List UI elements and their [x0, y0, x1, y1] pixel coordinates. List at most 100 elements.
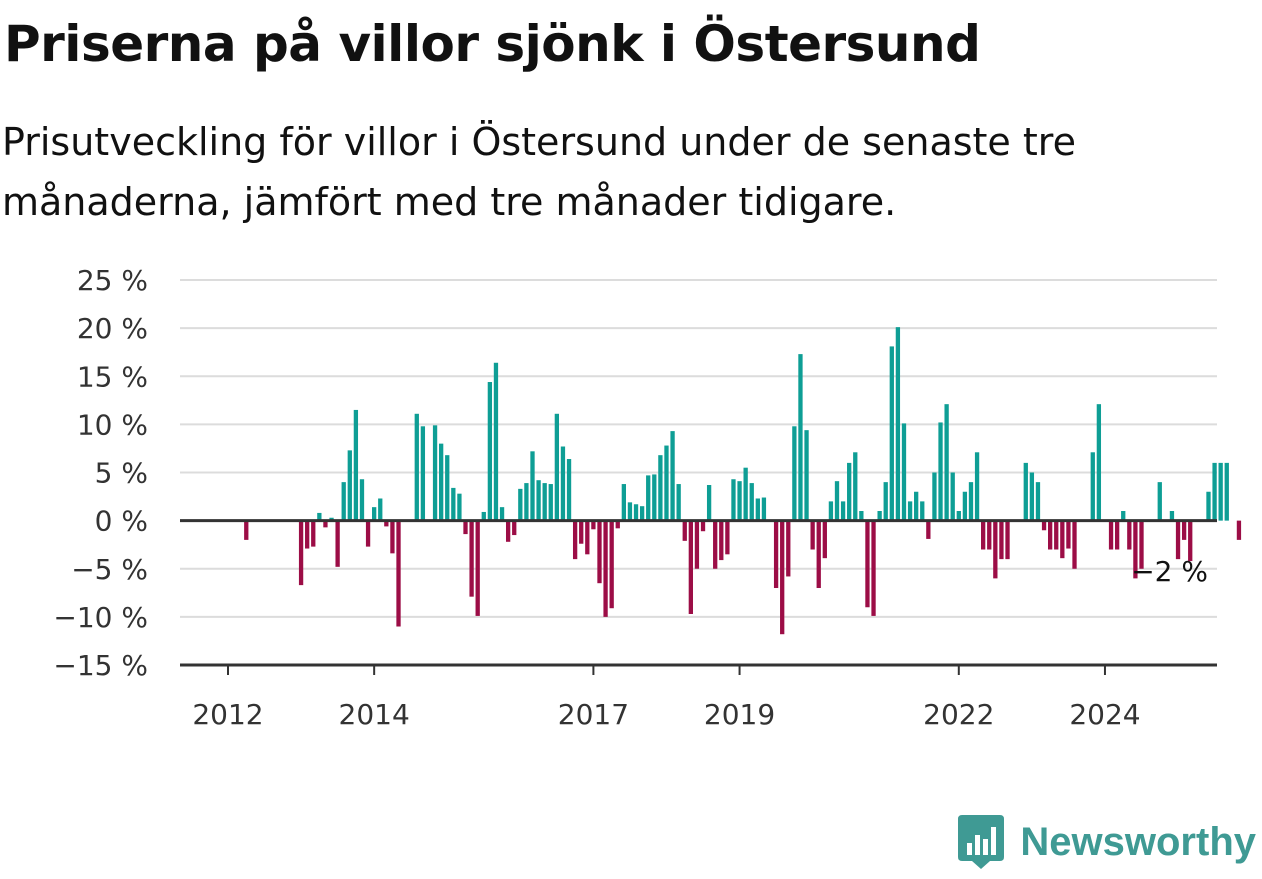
bar — [481, 511, 486, 521]
bar — [1072, 520, 1077, 569]
bar — [305, 520, 310, 549]
bar — [603, 520, 608, 617]
bar — [487, 382, 493, 521]
bar — [244, 520, 249, 540]
bar — [682, 520, 687, 541]
bar — [652, 474, 657, 521]
bar — [761, 497, 767, 521]
bar — [335, 520, 340, 567]
y-tick-label: 5 % — [95, 457, 148, 490]
latest-value-label: −2 % — [1131, 555, 1208, 588]
bar — [1175, 520, 1181, 560]
bar — [1121, 511, 1126, 521]
bar — [944, 404, 949, 521]
bar — [737, 481, 742, 521]
bar — [1114, 520, 1120, 550]
bar — [853, 452, 858, 521]
bar — [609, 520, 614, 609]
bar — [493, 362, 499, 521]
bar — [974, 452, 980, 521]
bar — [579, 520, 584, 544]
bar — [658, 455, 663, 521]
bar — [1054, 520, 1059, 550]
bar — [999, 520, 1004, 560]
y-tick-label: −15 % — [53, 649, 148, 682]
bar — [1090, 452, 1095, 521]
y-tick-label: 10 % — [77, 408, 148, 441]
bar — [773, 520, 779, 589]
bar — [646, 475, 651, 521]
x-tick-label: 2017 — [558, 698, 629, 731]
bar — [457, 493, 462, 521]
bar — [451, 487, 456, 521]
bar — [1096, 404, 1102, 521]
bar — [1041, 520, 1047, 531]
bar — [1188, 520, 1193, 562]
y-tick-label: 20 % — [77, 312, 148, 345]
bar — [877, 511, 882, 521]
bar — [822, 520, 827, 559]
bar — [889, 346, 894, 521]
bar — [1139, 520, 1144, 569]
bar — [390, 520, 395, 554]
bar — [780, 520, 785, 635]
bar — [1218, 462, 1223, 521]
newsworthy-icon — [958, 815, 1005, 869]
bar — [591, 520, 596, 530]
bar — [706, 485, 712, 521]
bar — [1066, 520, 1071, 549]
bar — [713, 520, 718, 569]
bar — [895, 327, 901, 521]
bar — [950, 472, 955, 521]
bar — [530, 451, 535, 521]
bar — [719, 520, 724, 561]
bar — [725, 520, 730, 555]
bar — [1029, 472, 1035, 521]
y-axis-ticks: 25 % 20 % 15 % 10 % 5 % 0 % −5 % −10 % −15 % — [53, 264, 148, 682]
bar — [871, 520, 876, 616]
bar — [1236, 520, 1242, 540]
bar — [445, 455, 450, 521]
bar — [548, 484, 553, 521]
bar — [798, 354, 803, 521]
bar — [1048, 520, 1053, 550]
x-tick-label: 2022 — [923, 698, 994, 731]
bar — [1169, 511, 1175, 521]
bar — [743, 467, 748, 521]
bar — [810, 520, 815, 550]
bar — [907, 501, 913, 521]
bar — [694, 520, 700, 569]
bar — [804, 430, 809, 521]
bar — [1157, 482, 1162, 521]
bar — [633, 504, 639, 521]
chart-subtitle: Prisutveckling för villor i Östersund un… — [2, 120, 1076, 224]
x-tick-label: 2012 — [192, 698, 263, 731]
bar — [1133, 520, 1138, 579]
bar — [627, 502, 633, 521]
bar — [883, 482, 888, 521]
bar — [700, 520, 706, 532]
bar — [834, 481, 840, 521]
grid-lines — [180, 279, 1217, 618]
bar — [372, 507, 377, 521]
bar — [847, 462, 852, 521]
bar — [755, 498, 760, 521]
bar — [597, 520, 602, 584]
bar — [639, 506, 645, 521]
bar — [1127, 520, 1132, 550]
bar — [865, 520, 870, 608]
bar — [664, 445, 669, 521]
bar — [987, 520, 992, 550]
bar — [365, 520, 371, 547]
bar — [469, 520, 474, 597]
bar — [298, 520, 304, 586]
bar — [786, 520, 791, 577]
bar — [731, 479, 736, 521]
x-tick-label: 2024 — [1069, 698, 1140, 731]
bar — [914, 491, 919, 521]
bar — [932, 472, 937, 521]
bars — [244, 327, 1242, 635]
bar — [828, 501, 834, 521]
bar — [518, 488, 523, 521]
